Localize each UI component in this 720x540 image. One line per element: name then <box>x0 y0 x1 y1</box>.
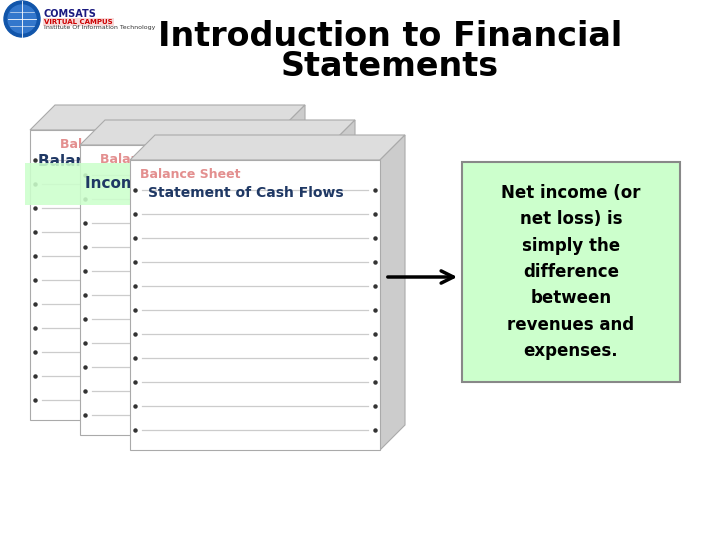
Bar <box>25 163 335 205</box>
Circle shape <box>8 5 36 33</box>
Text: COMSATS: COMSATS <box>44 9 97 19</box>
Polygon shape <box>380 135 405 450</box>
Text: Balance Sheet: Balance Sheet <box>60 138 161 151</box>
Text: Introduction to Financial: Introduction to Financial <box>158 21 622 53</box>
Text: Balance Sheet: Balance Sheet <box>38 154 161 169</box>
Text: VIRTUAL CAMPUS: VIRTUAL CAMPUS <box>44 19 112 25</box>
Text: Institute Of Information Technology: Institute Of Information Technology <box>44 25 156 30</box>
Polygon shape <box>330 120 355 435</box>
Text: Income Statement: Income Statement <box>85 177 243 192</box>
Text: Statement of Cash Flows: Statement of Cash Flows <box>148 186 343 200</box>
Bar <box>462 162 680 382</box>
Bar <box>30 130 280 420</box>
Polygon shape <box>130 135 405 160</box>
Bar <box>80 145 330 435</box>
Circle shape <box>4 1 40 37</box>
Text: Statements: Statements <box>281 51 499 84</box>
Bar <box>130 160 380 450</box>
Polygon shape <box>80 120 355 145</box>
Polygon shape <box>30 105 305 130</box>
Text: Net income (or
net loss) is
simply the
difference
between
revenues and
expenses.: Net income (or net loss) is simply the d… <box>501 184 641 360</box>
Polygon shape <box>280 105 305 420</box>
Text: Balance Sheet: Balance Sheet <box>140 168 240 181</box>
FancyArrowPatch shape <box>388 271 454 283</box>
Text: Balance Sheet: Balance Sheet <box>100 153 200 166</box>
